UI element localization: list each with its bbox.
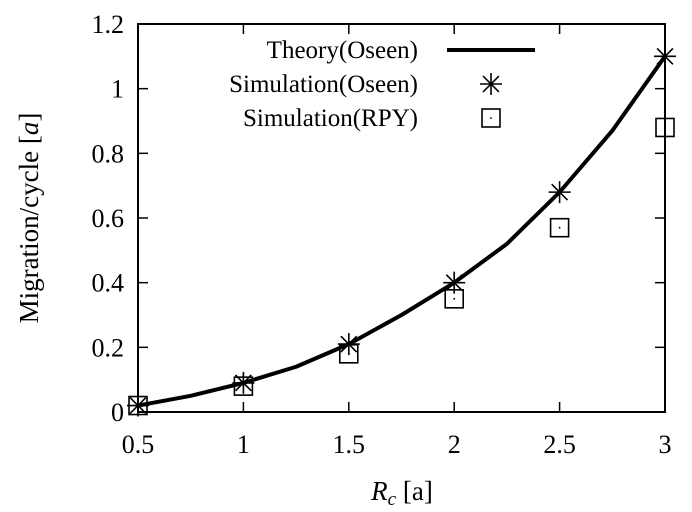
y-axis-title: Migration/cycle [a] (14, 113, 44, 324)
y-tick-label-4: 0.8 (92, 139, 125, 168)
point-simulation-oseen-4-stroke-3 (551, 183, 569, 201)
legend-sample-star-stroke-3 (482, 75, 500, 93)
x-tick-label-5: 3 (659, 430, 672, 459)
legend: Theory(Oseen) Simulation(Oseen) Simulation… (229, 37, 535, 132)
point-simulation-rpy-1-dot (242, 385, 245, 388)
point-simulation-oseen-1 (232, 371, 255, 394)
tick-labels: 0.5 1 1.5 2 2.5 3 0 0.2 0.4 0.6 0.8 1 1.2 (92, 10, 672, 459)
plot-area (127, 45, 676, 417)
series-theory-oseen-line (137, 55, 667, 408)
x-tick-label-1: 1 (237, 430, 250, 459)
legend-sample-square-box (481, 108, 501, 128)
point-simulation-oseen-4 (548, 181, 571, 204)
y-tick-label-6: 1.2 (92, 10, 125, 39)
point-simulation-rpy-3-dot (453, 297, 456, 300)
x-tick-label-3: 2 (448, 430, 461, 459)
x-tick-label-0: 0.5 (122, 430, 155, 459)
point-simulation-rpy-4-box (549, 217, 570, 238)
y-tick-label-0: 0 (111, 398, 124, 427)
point-simulation-oseen-3-stroke-3 (445, 274, 463, 292)
legend-sample-square-dot (490, 117, 492, 119)
y-tick-label-5: 1 (111, 75, 124, 104)
x-tick-label-2: 1.5 (333, 430, 366, 459)
point-simulation-rpy-2-dot (347, 352, 350, 355)
point-simulation-rpy-4 (549, 217, 570, 238)
legend-label-1: Simulation(Oseen) (229, 71, 418, 98)
legend-sample-star (480, 73, 502, 95)
y-tick-label-2: 0.4 (92, 269, 125, 298)
y-tick-label-3: 0.6 (92, 204, 125, 233)
legend-label-0: Theory(Oseen) (267, 37, 418, 64)
point-simulation-rpy-2 (338, 343, 359, 364)
legend-label-2: Simulation(RPY) (243, 105, 418, 132)
point-simulation-rpy-4-dot (558, 226, 561, 229)
y-tick-label-1: 0.2 (92, 333, 125, 362)
x-tick-label-4: 2.5 (543, 430, 576, 459)
legend-sample-square (481, 108, 501, 128)
point-simulation-rpy-1-box (233, 376, 254, 396)
x-axis-title: Rc [a] (370, 476, 433, 510)
plot-frame (137, 23, 666, 413)
point-simulation-rpy-3-box (444, 289, 465, 309)
point-simulation-rpy-2-box (338, 343, 359, 364)
point-simulation-rpy-1 (233, 376, 254, 396)
point-simulation-rpy-3 (444, 289, 465, 309)
